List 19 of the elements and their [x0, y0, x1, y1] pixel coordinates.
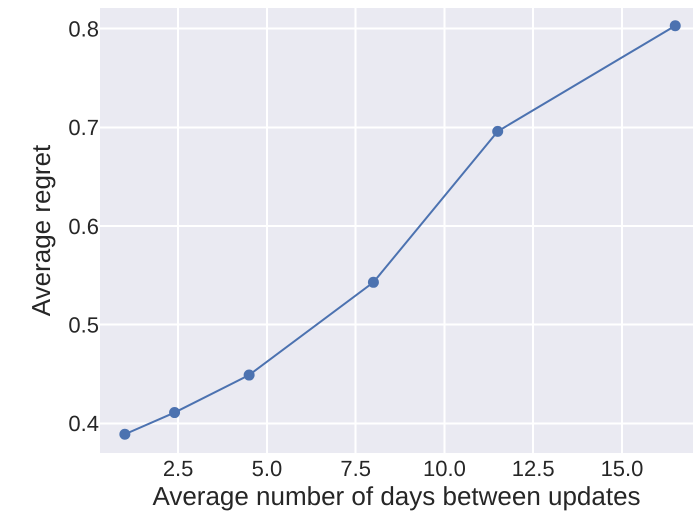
y-tick-label: 0.6 [68, 214, 99, 239]
y-tick-label: 0.5 [68, 312, 99, 338]
x-tick-label: 15.0 [600, 456, 644, 481]
y-tick-label: 0.8 [68, 16, 99, 42]
y-axis-title: Average regret [26, 144, 56, 316]
x-tick-label: 12.5 [512, 456, 555, 481]
x-tick-label: 5.0 [252, 456, 282, 481]
point [670, 20, 681, 32]
point [119, 428, 130, 440]
x-tick-label: 7.5 [340, 456, 371, 481]
x-tick-label: 2.5 [162, 456, 194, 481]
point [492, 126, 504, 137]
point [244, 370, 255, 381]
point [368, 276, 379, 288]
y-tick-label: 0.4 [68, 411, 99, 436]
x-axis-title: Average number of days between updates [152, 481, 641, 511]
y-tick-label: 0.7 [68, 115, 99, 140]
point [169, 407, 180, 418]
x-tick-label: 10.0 [423, 456, 466, 481]
